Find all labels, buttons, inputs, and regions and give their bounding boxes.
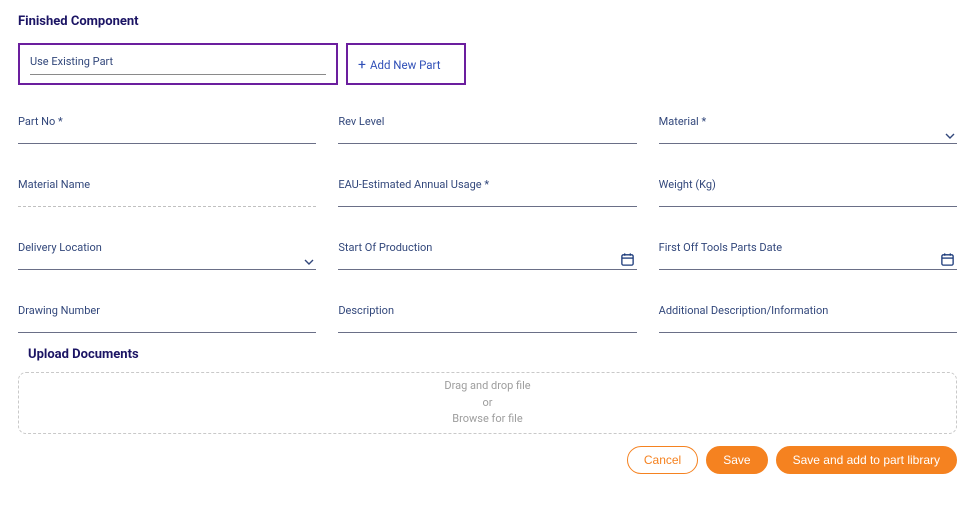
use-existing-part-box[interactable]: Use Existing Part xyxy=(18,43,338,85)
part-no-label: Part No * xyxy=(18,115,316,128)
upload-line2: or xyxy=(482,395,492,412)
weight-field[interactable]: Weight (Kg) xyxy=(659,178,957,207)
add-new-part-box[interactable]: + Add New Part xyxy=(346,43,466,85)
part-no-field[interactable]: Part No * xyxy=(18,115,316,144)
upload-line1: Drag and drop file xyxy=(444,378,530,395)
start-of-production-field[interactable]: Start Of Production xyxy=(338,241,636,270)
delivery-location-field[interactable]: Delivery Location xyxy=(18,241,316,270)
cancel-button[interactable]: Cancel xyxy=(627,446,698,474)
calendar-icon xyxy=(620,252,635,267)
additional-description-field[interactable]: Additional Description/Information xyxy=(659,304,957,333)
description-label: Description xyxy=(338,304,636,317)
upload-title: Upload Documents xyxy=(28,347,957,362)
description-field[interactable]: Description xyxy=(338,304,636,333)
rev-level-label: Rev Level xyxy=(338,115,636,128)
material-field[interactable]: Material * xyxy=(659,115,957,144)
first-off-tools-label: First Off Tools Parts Date xyxy=(659,241,957,254)
material-name-field: Material Name xyxy=(18,178,316,207)
chevron-down-icon xyxy=(945,131,955,141)
rev-level-field[interactable]: Rev Level xyxy=(338,115,636,144)
use-existing-part-label: Use Existing Part xyxy=(30,55,326,72)
upload-dropzone[interactable]: Drag and drop file or Browse for file xyxy=(18,372,957,434)
start-of-production-label: Start Of Production xyxy=(338,241,636,254)
save-add-library-button[interactable]: Save and add to part library xyxy=(776,446,957,474)
section-title: Finished Component xyxy=(18,14,957,29)
eau-field[interactable]: EAU-Estimated Annual Usage * xyxy=(338,178,636,207)
first-off-tools-field[interactable]: First Off Tools Parts Date xyxy=(659,241,957,270)
add-new-part-label: Add New Part xyxy=(370,58,441,72)
save-button[interactable]: Save xyxy=(706,446,767,474)
add-new-part-button[interactable]: + Add New Part xyxy=(358,58,440,72)
drawing-number-field[interactable]: Drawing Number xyxy=(18,304,316,333)
calendar-icon xyxy=(940,252,955,267)
material-label: Material * xyxy=(659,115,957,128)
eau-label: EAU-Estimated Annual Usage * xyxy=(338,178,636,191)
drawing-number-label: Drawing Number xyxy=(18,304,316,317)
use-existing-part-input-underline xyxy=(30,74,326,75)
upload-line3: Browse for file xyxy=(452,411,522,428)
additional-description-label: Additional Description/Information xyxy=(659,304,957,317)
material-name-label: Material Name xyxy=(18,178,316,191)
weight-label: Weight (Kg) xyxy=(659,178,957,191)
delivery-location-label: Delivery Location xyxy=(18,241,316,254)
chevron-down-icon xyxy=(304,257,314,267)
plus-icon: + xyxy=(358,58,366,72)
